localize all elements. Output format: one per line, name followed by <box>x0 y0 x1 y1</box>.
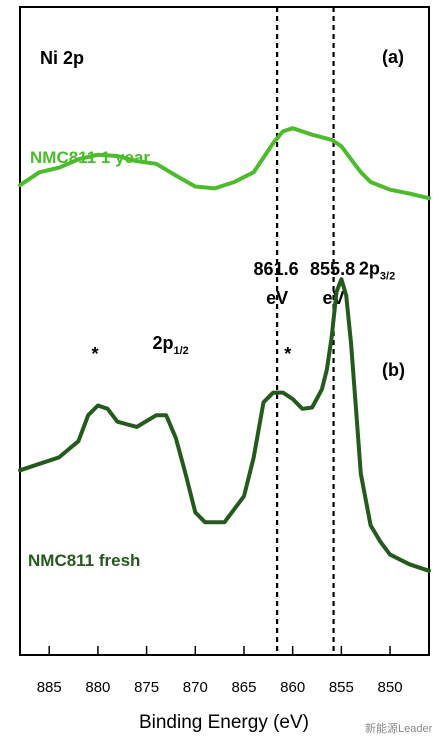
x-tick-label: 850 <box>378 679 403 696</box>
x-axis-ticks <box>48 646 391 655</box>
x-axis-tick-labels: 885 880 875 870 865 860 855 850 <box>37 679 403 696</box>
x-tick-label: 865 <box>231 679 256 696</box>
peak-label: 2p3/2 <box>359 259 395 283</box>
x-tick-label: 885 <box>37 679 62 696</box>
satellite-marker: * <box>91 344 98 364</box>
satellite-marker: * <box>284 344 291 364</box>
x-tick-label: 875 <box>134 679 159 696</box>
reference-lines: 861.6 eV 855.8 eV <box>254 7 355 655</box>
spectra <box>18 126 431 573</box>
x-tick-label: 855 <box>329 679 354 696</box>
watermark-text: 新能源Leader <box>365 721 433 735</box>
reference-line-unit: eV <box>323 288 345 308</box>
series-label-1-year: NMC811 1 year <box>30 148 150 167</box>
series-label-fresh: NMC811 fresh <box>28 551 140 570</box>
chart-title: Ni 2p <box>40 48 84 68</box>
plot-frame <box>19 6 430 656</box>
reference-line-value: 861.6 <box>254 259 299 279</box>
reference-line-value: 855.8 <box>310 259 355 279</box>
panel-label-a: (a) <box>382 47 404 67</box>
panel-label-b: (b) <box>382 360 405 380</box>
x-tick-label: 860 <box>280 679 305 696</box>
series-line-1-year <box>18 126 431 201</box>
x-axis-title: Binding Energy (eV) <box>139 712 309 733</box>
reference-line-unit: eV <box>266 288 288 308</box>
x-tick-label: 870 <box>183 679 208 696</box>
peak-label-subscript: 1/2 <box>173 345 188 357</box>
peak-label-subscript: 3/2 <box>380 271 395 283</box>
peak-label: 2p1/2 <box>152 333 188 357</box>
x-tick-label: 880 <box>85 679 110 696</box>
series-line-fresh <box>18 277 431 573</box>
